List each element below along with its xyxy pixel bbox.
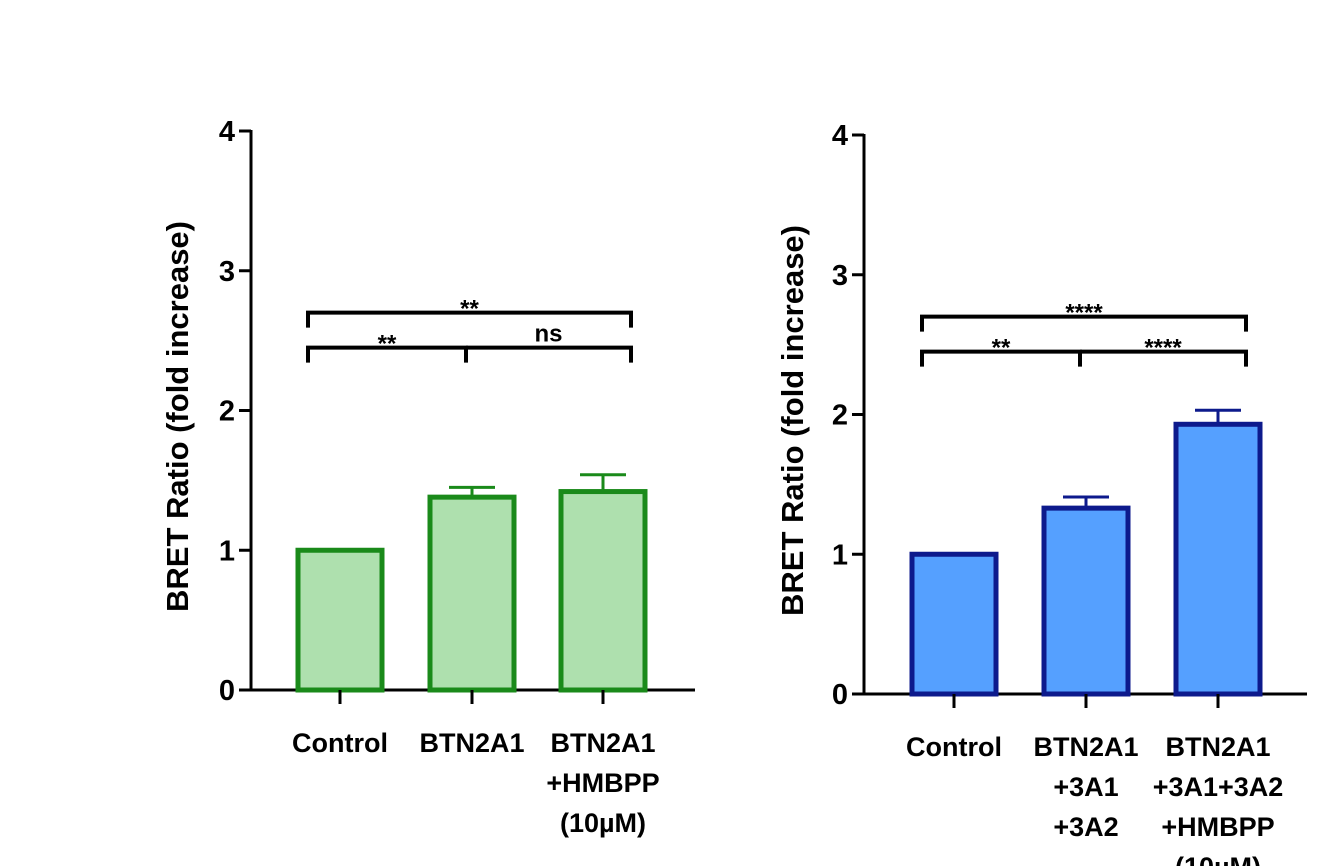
category-label-line: (10µM): [560, 808, 646, 838]
bar: [558, 489, 648, 693]
significance-bracket: [1080, 349, 1248, 367]
y-tick-label: 4: [219, 116, 235, 148]
category-label-line: Control: [906, 732, 1002, 762]
y-axis-label: BRET Ratio (fold increase): [160, 221, 195, 612]
category-label-line: (10µM): [1175, 852, 1261, 866]
chart-panel-right: 0 1 2 3 4 BRET Ratio (fold increase) Control BT…: [775, 120, 1307, 866]
significance-bracket: [306, 310, 633, 328]
category-label: BTN2A1 +3A1 +3A2: [1033, 732, 1138, 842]
category-label-line: BTN2A1: [550, 728, 655, 758]
chart-panel-left: 0 1 2 3 4 BRET Ratio (fold increase) Control BT…: [160, 116, 695, 838]
category-label: BTN2A1 +HMBPP (10µM): [546, 728, 659, 838]
category-label-line: +3A2: [1053, 812, 1118, 842]
y-tick-label: 0: [832, 679, 848, 711]
category-label-line: Control: [292, 728, 388, 758]
y-tick-label: 0: [219, 675, 235, 707]
bar: [1173, 421, 1263, 697]
significance-label: ****: [1065, 300, 1103, 327]
category-label: BTN2A1: [419, 728, 524, 758]
y-tick-label: 3: [832, 260, 848, 292]
category-label-line: BTN2A1: [1165, 732, 1270, 762]
significance-label: **: [460, 296, 479, 323]
category-label: Control: [292, 728, 388, 758]
bar: [909, 551, 999, 697]
category-label-line: BTN2A1: [419, 728, 524, 758]
bar: [427, 494, 517, 693]
y-tick-label: 1: [832, 539, 848, 571]
y-tick-label: 2: [219, 396, 235, 428]
category-label: Control: [906, 732, 1002, 762]
category-label-line: +HMBPP: [546, 768, 659, 798]
category-label: BTN2A1 +3A1+3A2 +HMBPP (10µM): [1153, 732, 1284, 866]
category-label-line: +HMBPP: [1161, 812, 1274, 842]
significance-bracket: [920, 349, 1082, 367]
significance-label: ns: [534, 321, 562, 348]
category-label-line: +3A1: [1053, 772, 1118, 802]
y-tick-label: 2: [832, 400, 848, 432]
category-label-line: +3A1+3A2: [1153, 772, 1284, 802]
y-tick-label: 3: [219, 256, 235, 288]
significance-bracket: [466, 345, 633, 363]
category-label-line: BTN2A1: [1033, 732, 1138, 762]
y-tick-label: 4: [832, 120, 848, 152]
significance-label: ****: [1144, 335, 1182, 362]
y-axis-label: BRET Ratio (fold increase): [775, 225, 810, 616]
significance-label: **: [992, 335, 1011, 362]
significance-label: **: [378, 331, 397, 358]
y-tick-label: 1: [219, 535, 235, 567]
bar: [1041, 505, 1131, 697]
significance-bracket: [920, 314, 1248, 332]
bar: [295, 547, 385, 693]
significance-bracket: [306, 345, 468, 363]
